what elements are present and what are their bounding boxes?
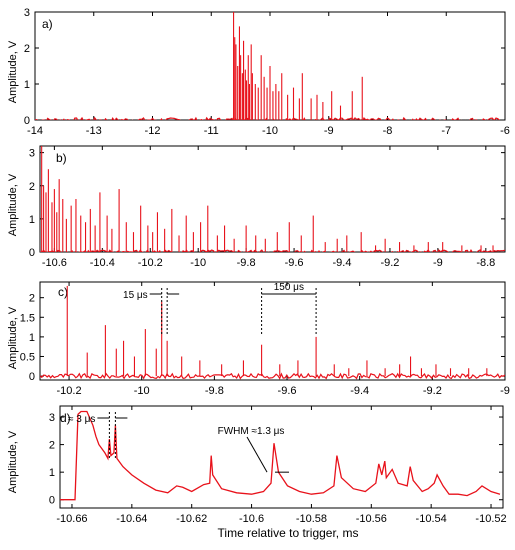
- x-tick-label: -10.6: [239, 513, 264, 525]
- panel-d: Amplitude, V d) Time relative to trigger…: [7, 411, 358, 540]
- x-tick-label: -9.4: [333, 257, 352, 269]
- x-tick-label: -7: [441, 125, 451, 137]
- y-tick-label: 3: [24, 7, 30, 19]
- x-tick-label: -10.62: [176, 513, 207, 525]
- y-tick-label: 2: [29, 181, 35, 193]
- x-tick-label: -14: [27, 125, 43, 137]
- panel-1-plot: -14 -13 -12 -11 -10 -9 -8 -7 -6 0 1 2 3: [24, 7, 510, 137]
- panel-d-label: d): [60, 411, 71, 425]
- panel-d-ylabel: Amplitude, V: [7, 430, 19, 493]
- y-tick-label: 0: [49, 495, 55, 507]
- x-tick-label: -12: [145, 125, 161, 137]
- x-tick-label: -10: [262, 125, 278, 137]
- trace-line: [60, 410, 501, 501]
- y-tick-label: 3: [29, 148, 35, 160]
- panel-c: Amplitude, V c): [7, 285, 68, 369]
- x-tick-label: -11: [204, 125, 219, 137]
- panel-2-plot: -10.6 -10.4 -10.2 -10 -9.8 -9.6 -9.4 -9.2 -9 -8.8…: [29, 145, 506, 269]
- panel-b-label: b): [56, 151, 67, 165]
- x-tick-label: -9: [324, 125, 334, 137]
- x-tick-label: -9.6: [285, 257, 304, 269]
- x-tick-label: -10: [134, 385, 150, 397]
- annotation-leader: [246, 436, 268, 473]
- annotation-label: FWHM ≈1.3 μs: [218, 426, 285, 437]
- y-tick-label: 1.5: [20, 312, 35, 324]
- x-tick-label: -13: [86, 125, 102, 137]
- y-tick-label: 2: [24, 43, 30, 55]
- x-tick-label: -10.64: [116, 513, 147, 525]
- panel-c-ylabel: Amplitude, V: [7, 306, 19, 369]
- trace-baseline: [35, 116, 501, 120]
- x-tick-label: -10.54: [416, 513, 447, 525]
- panel-b-ylabel: Amplitude, V: [7, 173, 19, 236]
- x-tick-label: -9.8: [205, 385, 224, 397]
- x-tick-label: -8: [383, 125, 393, 137]
- y-tick-label: 3: [49, 412, 55, 424]
- x-tick-label: -10.58: [296, 513, 327, 525]
- panel-a-label: a): [42, 17, 53, 31]
- panel-4-plot: -10.66 -10.64 -10.62 -10.6 -10.58 -10.56 -10.5…: [49, 405, 507, 525]
- trace-baseline: [40, 372, 505, 380]
- y-tick-label: 2: [49, 440, 55, 452]
- x-tick-label: -9.6: [278, 385, 297, 397]
- y-tick-label: 0: [24, 115, 30, 127]
- x-tick-label: -10.52: [475, 513, 506, 525]
- x-tick-label: -10.66: [56, 513, 87, 525]
- panel-a: Amplitude, V a): [7, 17, 53, 103]
- x-tick-label: -10.4: [90, 257, 115, 269]
- x-tick-label: -6: [500, 125, 510, 137]
- y-tick-label: 2: [29, 293, 35, 305]
- panel-3-plot: -10.2 -10 -9.8 -9.6 -9.4 -9.2 -9 0 0.5 1 1.5 2 15 μs…: [20, 281, 510, 397]
- plot-frame: [39, 281, 506, 381]
- x-tick-label: -10.6: [42, 257, 67, 269]
- y-tick-label: 1: [24, 79, 30, 91]
- y-tick-label: 1: [29, 332, 35, 344]
- plot-frame: [39, 145, 506, 253]
- x-tick-label: -10.2: [57, 385, 82, 397]
- y-tick-label: 1: [49, 467, 55, 479]
- panel-b: Amplitude, V b): [7, 151, 67, 236]
- trace-baseline: [40, 249, 505, 252]
- x-tick-label: -9.4: [350, 385, 369, 397]
- panel-a-ylabel: Amplitude, V: [7, 40, 19, 103]
- x-tick-label: -9: [433, 257, 443, 269]
- annotation-label: 150 μs: [274, 282, 304, 293]
- y-tick-label: 0: [29, 371, 35, 383]
- x-tick-label: -10.2: [138, 257, 163, 269]
- y-tick-label: 0: [29, 247, 35, 259]
- y-tick-label: 1: [29, 214, 35, 226]
- panel-c-label: c): [58, 285, 68, 299]
- x-axis-title: Time relative to trigger, ms: [218, 526, 359, 540]
- x-tick-label: -9.8: [237, 257, 256, 269]
- x-tick-label: -9: [500, 385, 510, 397]
- annotation-label: 15 μs: [123, 290, 148, 301]
- x-tick-label: -9.2: [423, 385, 442, 397]
- y-tick-label: 0.5: [20, 351, 35, 363]
- x-tick-label: -10.56: [356, 513, 387, 525]
- x-tick-label: -10: [190, 257, 206, 269]
- x-tick-label: -8.8: [476, 257, 495, 269]
- plot-frame: [59, 405, 504, 509]
- x-tick-label: -9.2: [380, 257, 399, 269]
- annotation-label: ≈ 3 μs: [68, 414, 95, 425]
